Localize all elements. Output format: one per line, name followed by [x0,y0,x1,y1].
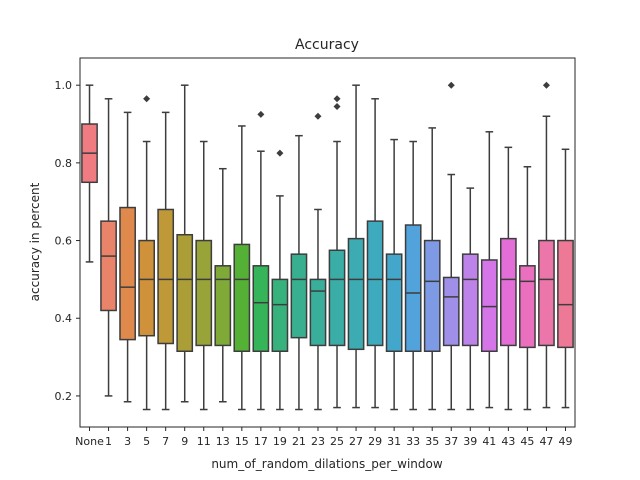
box-group [442,81,460,411]
outlier-point [333,95,341,103]
box-group [195,140,213,411]
box-iqr [519,265,536,349]
box-group [480,131,498,409]
x-tick-label: 31 [387,435,401,448]
box-group [557,148,574,409]
y-axis: 0.2 0.4 0.6 0.8 1.0 [55,79,80,403]
y-tick-label: 0.4 [55,312,73,325]
chart-title: Accuracy [295,37,359,53]
y-axis-label: accuracy in percent [28,182,42,301]
outlier-point [333,103,341,111]
box-iqr [214,265,232,347]
plot-area-frame [79,57,576,428]
y-tick-label: 0.2 [55,390,73,403]
x-tick-label: 15 [235,435,249,448]
x-tick-label: 29 [368,435,382,448]
box-iqr [138,239,155,337]
x-tick-label: 37 [444,435,458,448]
box-group [138,95,155,411]
x-tick-label: 21 [292,435,306,448]
box-group [404,140,422,411]
box-iqr [500,237,517,347]
outlier-point [447,81,455,89]
x-tick-label: 47 [539,435,553,448]
box-iqr [442,276,460,347]
x-tick-label: 43 [501,435,515,448]
box-group [100,98,117,397]
box-group [500,146,517,411]
box-group [519,166,536,411]
x-tick-label: 11 [197,435,211,448]
x-tick-label: 13 [216,435,230,448]
box-iqr [347,237,365,351]
box-iqr [309,278,327,347]
box-iqr [557,239,574,349]
x-axis-label: num_of_random_dilations_per_window [211,457,443,471]
x-tick-label: None [75,435,104,448]
box-iqr [423,239,441,353]
x-tick-label: 7 [162,435,169,448]
box-series [81,81,574,411]
x-tick-label: 27 [349,435,363,448]
box-group [119,111,136,403]
x-tick-label: 25 [330,435,344,448]
box-group [328,95,346,409]
box-group [176,84,194,403]
box-iqr [157,208,175,345]
box-iqr [252,265,270,353]
x-tick-label: 33 [406,435,420,448]
x-tick-label: 9 [181,435,188,448]
x-tick-label: 35 [425,435,439,448]
box-group [366,98,384,409]
x-tick-label: 5 [143,435,150,448]
box-group [271,149,289,411]
y-tick-label: 0.8 [55,157,73,170]
box-group [233,125,251,411]
box-group [81,84,98,263]
x-tick-label: 41 [482,435,496,448]
box-group [538,81,555,409]
box-group [461,187,479,411]
outlier-point [314,112,322,120]
box-iqr [404,224,422,353]
x-tick-label: 19 [273,435,287,448]
x-tick-label: 39 [463,435,477,448]
y-tick-label: 1.0 [55,79,73,92]
box-iqr [233,243,251,353]
box-group [157,111,175,411]
outlier-point [542,81,550,89]
box-group [309,112,327,411]
box-iqr [100,220,117,312]
box-iqr [461,253,479,347]
x-tick-label: 17 [254,435,268,448]
outlier-point [257,110,265,118]
box-iqr [480,259,498,353]
box-iqr [328,249,346,347]
box-group [290,134,308,411]
box-iqr [119,206,136,341]
box-group [252,110,270,411]
box-group [385,138,403,411]
box-group [347,84,365,409]
x-tick-label: 1 [105,435,112,448]
box-iqr [195,239,213,347]
outlier-point [276,149,284,157]
x-tick-label: 3 [124,435,131,448]
box-iqr [366,220,384,347]
box-iqr [290,253,308,339]
x-tick-label: 45 [520,435,534,448]
box-group [423,127,441,411]
box-iqr [385,253,403,353]
x-axis: None 1 3 5 7 9 11 13 15 17 19 21 23 25 27 29 31 33 35 37 39 4… [75,427,572,448]
x-tick-label: 49 [558,435,572,448]
box-group [214,167,232,403]
x-tick-label: 23 [311,435,325,448]
box-iqr [271,278,289,353]
y-tick-label: 0.6 [55,235,73,248]
outlier-point [143,95,151,103]
box-iqr [176,233,194,353]
box-iqr [538,239,555,347]
